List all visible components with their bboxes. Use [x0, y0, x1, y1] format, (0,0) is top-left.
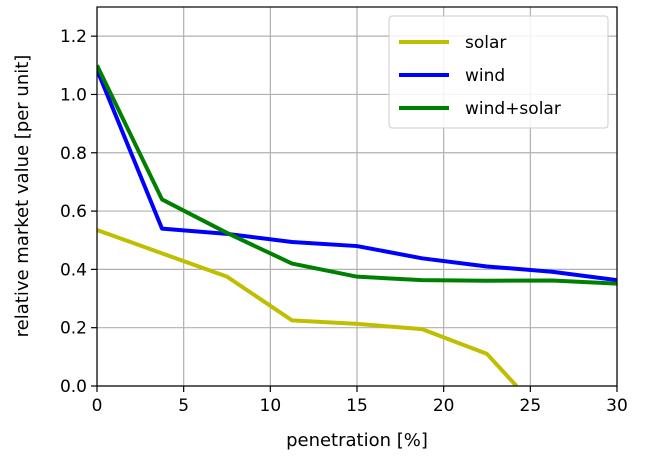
x-tick-label: 20 — [433, 396, 455, 416]
x-tick-label: 5 — [178, 396, 189, 416]
legend-label: wind+solar — [465, 99, 561, 119]
x-tick-label: 10 — [260, 396, 282, 416]
plot-frame — [96, 6, 618, 387]
series-line-wind — [97, 68, 617, 283]
y-tick-label: 0.2 — [60, 319, 87, 339]
x-tick-label: 0 — [92, 396, 103, 416]
axes — [91, 6, 618, 392]
legend: solar wind wind+solar — [388, 15, 609, 129]
y-tick-label: 1.0 — [60, 85, 87, 105]
x-axis-label: penetration [%] — [286, 430, 428, 451]
y-tick-label: 0.8 — [60, 144, 87, 164]
tick-labels: 0 5 10 15 20 25 30 0.0 0.2 0.4 0.6 0.8 1.0 1.2 — [60, 27, 628, 416]
y-axis-label: relative market value [per unit] — [12, 55, 33, 338]
series-lines — [97, 64, 617, 386]
x-tick-label: 30 — [606, 396, 628, 416]
legend-label: wind — [465, 66, 505, 86]
y-tick-label: 0.4 — [60, 260, 87, 280]
series-line-solar — [97, 228, 518, 386]
y-tick-label: 0.0 — [60, 377, 87, 397]
legend-label: solar — [465, 33, 506, 53]
y-tick-label: 1.2 — [60, 27, 87, 47]
y-tick-label: 0.6 — [60, 202, 87, 222]
x-tick-label: 15 — [346, 396, 368, 416]
x-tick-label: 25 — [520, 396, 542, 416]
series-line-wind-solar — [97, 64, 617, 286]
